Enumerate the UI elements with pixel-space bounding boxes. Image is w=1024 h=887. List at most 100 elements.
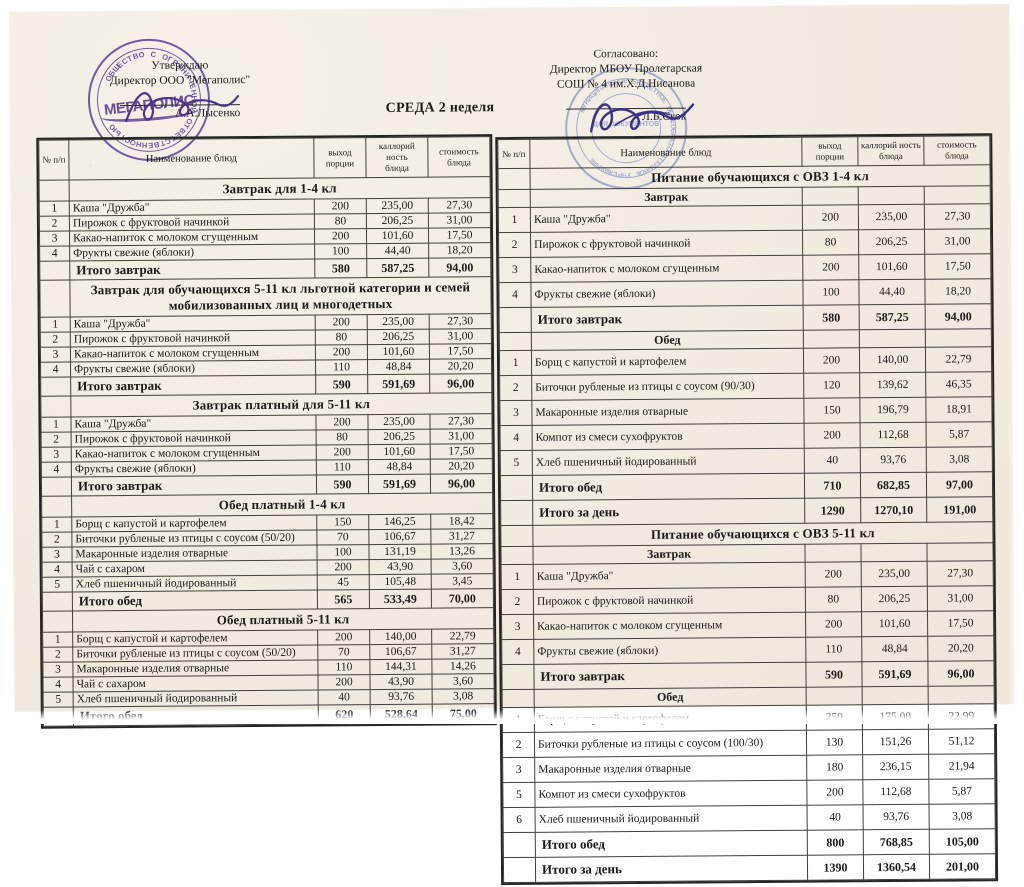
cell-dish-name: Фрукты свежие (яблоки)	[533, 637, 806, 665]
cell-cost: 3,60	[431, 673, 495, 690]
section-spacer-cell	[42, 610, 73, 633]
cell-calories: 235,00	[858, 204, 925, 230]
total-cost: 96,00	[927, 660, 995, 687]
cell-cost: 31,00	[430, 428, 493, 445]
approval-org-right-1: Директор МБОУ Пролетарская	[549, 62, 703, 76]
cell-calories: 196,79	[859, 397, 927, 423]
approval-word-left: Утверждаю	[151, 59, 209, 72]
total-row: Итого за день 1390 1360,54 201,00	[503, 853, 996, 883]
total-cost: 94,00	[925, 303, 992, 330]
cell-portion: 200	[317, 674, 371, 691]
subsection-empty-calories	[858, 186, 925, 205]
total-calories: 591,69	[367, 374, 430, 394]
cell-portion: 200	[317, 629, 370, 646]
table-row: 3 Какао-напиток с молоком сгущенным 200 101…	[498, 253, 991, 283]
document-title: СРЕДА 2 неделя	[385, 100, 495, 116]
cell-cost: 20,20	[429, 358, 492, 375]
cell-calories: 206,25	[367, 329, 430, 345]
cell-calories: 93,76	[370, 689, 433, 705]
cell-calories: 206,25	[368, 429, 431, 445]
cell-cost: 17,50	[430, 443, 493, 460]
cell-number: 1	[40, 416, 72, 433]
subsection-label: Обед	[534, 687, 807, 708]
cell-portion: 110	[315, 359, 368, 376]
cell-dish-name: Компот из смеси сухофруктов	[534, 780, 808, 808]
section-spacer-cell	[498, 168, 531, 190]
cell-calories: 106,67	[369, 644, 432, 660]
cell-cost: 21,94	[928, 753, 995, 780]
cell-portion: 100	[802, 279, 860, 306]
section-title-row: Завтрак для обучающихся 5-11 кл льготной…	[39, 276, 492, 318]
total-calories: 587,25	[366, 258, 429, 278]
total-label: Итого завтрак	[531, 305, 804, 333]
total-calories: 591,69	[368, 474, 431, 494]
cell-number: 2	[501, 589, 534, 615]
cell-number: 5	[500, 450, 533, 476]
total-calories: 533,49	[369, 589, 432, 609]
total-cost: 96,00	[429, 373, 492, 394]
total-label: Итого завтрак	[69, 259, 315, 280]
cell-portion: 200	[315, 414, 369, 431]
cell-portion: 40	[807, 804, 864, 831]
cell-number: 3	[502, 757, 535, 783]
cell-cost: 5,87	[928, 778, 996, 805]
total-label: Итого за день	[532, 498, 805, 526]
total-spacer-cell	[500, 475, 533, 501]
cell-dish-name: Пирожок с фруктовой начинкой	[533, 587, 806, 615]
cell-number: 1	[40, 316, 71, 333]
cell-calories: 235,00	[861, 561, 928, 587]
total-spacer-cell	[42, 591, 73, 612]
cell-portion: 200	[805, 561, 862, 588]
cell-cost: 17,50	[924, 253, 991, 280]
cell-cost: 51,12	[928, 728, 995, 755]
scan-edge-bottom	[0, 710, 1024, 724]
cell-calories: 93,76	[860, 447, 927, 473]
table-row: 3 Макаронные изделия отварные 180 236,15 21,…	[502, 753, 995, 783]
cell-number: 4	[498, 282, 532, 308]
table-row: 4 Фрукты свежие (яблоки) 110 48,84 20,20	[501, 635, 994, 665]
cell-cost: 18,42	[430, 513, 493, 530]
cell-dish-name: Каша "Дружба"	[530, 205, 803, 233]
total-label: Итого обед	[535, 830, 808, 858]
cell-number: 5	[42, 576, 73, 593]
total-row: Итого завтрак 590 591,69 96,00	[501, 660, 995, 690]
table-row: 2 Биточки рубленые из птицы с соусом (100…	[502, 728, 995, 758]
cell-calories: 151,26	[862, 729, 929, 755]
cell-portion: 70	[317, 644, 370, 661]
cell-calories: 48,84	[368, 459, 431, 475]
cell-portion: 120	[803, 372, 860, 399]
cell-calories: 140,00	[369, 629, 432, 645]
table-row: 5 Компот из смеси сухофруктов 200 112,68 5,8…	[502, 778, 996, 808]
table-row: 2 Пирожок с фруктовой начинкой 80 206,25 31,…	[501, 585, 994, 615]
cell-number: 2	[41, 531, 72, 548]
column-header-portion: выход порции	[801, 136, 859, 167]
subsection-spacer-cell	[500, 546, 534, 565]
cell-portion: 150	[316, 514, 369, 531]
cell-portion: 80	[315, 329, 368, 346]
total-spacer-cell	[499, 307, 532, 333]
table-row: 2 Пирожок с фруктовой начинкой 80 206,25 31,…	[498, 228, 991, 258]
cell-portion: 80	[316, 429, 369, 446]
cell-calories: 144,31	[369, 659, 432, 675]
table-row: 1 Каша "Дружба" 200 235,00 27,30	[501, 560, 994, 590]
cell-portion: 200	[314, 228, 367, 245]
cell-portion: 80	[314, 213, 367, 230]
cell-portion: 200	[802, 254, 859, 281]
cell-dish-name: Пирожок с фруктовой начинкой	[530, 230, 803, 258]
cell-cost: 27,30	[924, 203, 991, 230]
column-header-calories: каллорий ность блюда	[365, 137, 429, 178]
cell-number: 3	[39, 230, 70, 247]
cell-number: 5	[43, 691, 74, 708]
cell-number: 2	[39, 215, 70, 232]
cell-number: 2	[499, 375, 532, 401]
table-row: 1 Борщ с капустой и картофелем 200 140,00 22…	[499, 346, 992, 376]
subsection-empty-cost	[928, 685, 995, 705]
cell-calories: 236,15	[862, 754, 929, 780]
total-label: Итого завтрак	[70, 375, 316, 396]
cell-dish-name: Фрукты свежие (яблоки)	[530, 280, 804, 308]
cell-portion: 200	[317, 559, 370, 576]
cell-cost: 17,50	[429, 343, 492, 360]
cell-cost: 20,20	[430, 458, 493, 475]
